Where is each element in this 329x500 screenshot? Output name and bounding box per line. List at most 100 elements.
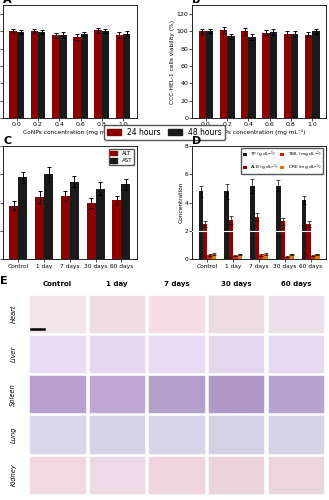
Bar: [87, 203, 96, 260]
X-axis label: CoNPs concentration (mg mL⁻¹): CoNPs concentration (mg mL⁻¹): [212, 129, 306, 135]
Bar: [35, 197, 44, 260]
Bar: [238, 254, 242, 260]
Text: 60 days: 60 days: [281, 280, 311, 286]
Bar: [94, 30, 102, 118]
Bar: [262, 33, 270, 118]
Legend: ALT, AST: ALT, AST: [109, 149, 134, 165]
Y-axis label: CCC-HEL-1 cells viability (%): CCC-HEL-1 cells viability (%): [170, 20, 175, 103]
X-axis label: CoNPs concentration (mg mL⁻¹): CoNPs concentration (mg mL⁻¹): [23, 129, 117, 135]
Text: 1 day: 1 day: [106, 280, 128, 286]
Bar: [96, 188, 105, 260]
Polygon shape: [268, 456, 324, 494]
Polygon shape: [268, 294, 324, 333]
Bar: [113, 200, 121, 260]
Polygon shape: [208, 375, 265, 414]
Text: D: D: [192, 136, 202, 146]
Bar: [61, 196, 70, 260]
Bar: [305, 34, 312, 118]
Bar: [224, 192, 229, 260]
Polygon shape: [268, 375, 324, 414]
Bar: [17, 32, 24, 118]
Bar: [52, 36, 59, 118]
Bar: [18, 178, 27, 260]
Bar: [121, 184, 131, 260]
Text: 7 days: 7 days: [164, 280, 190, 286]
Bar: [259, 255, 264, 260]
Polygon shape: [208, 456, 265, 494]
Bar: [250, 186, 255, 260]
Bar: [241, 31, 248, 118]
Text: E: E: [0, 276, 8, 286]
Bar: [9, 31, 17, 118]
Text: C: C: [3, 136, 12, 146]
Bar: [233, 256, 238, 260]
Bar: [102, 31, 109, 118]
Bar: [291, 34, 298, 118]
Bar: [312, 31, 320, 118]
Polygon shape: [29, 294, 86, 333]
Bar: [73, 37, 81, 118]
Bar: [70, 182, 79, 260]
Bar: [229, 220, 233, 260]
Text: B: B: [192, 0, 201, 5]
Text: A: A: [3, 0, 12, 5]
Bar: [198, 31, 206, 118]
Polygon shape: [29, 375, 86, 414]
Polygon shape: [148, 294, 205, 333]
Polygon shape: [29, 416, 86, 454]
Bar: [123, 34, 131, 118]
Text: Kidney: Kidney: [11, 464, 16, 486]
Bar: [227, 36, 235, 118]
Text: Lung: Lung: [11, 426, 16, 443]
Polygon shape: [89, 335, 145, 373]
Bar: [315, 254, 320, 260]
Bar: [38, 32, 45, 118]
Polygon shape: [89, 416, 145, 454]
Bar: [255, 217, 259, 260]
Bar: [302, 200, 306, 260]
Bar: [31, 31, 38, 118]
Polygon shape: [148, 416, 205, 454]
Y-axis label: Concentration: Concentration: [178, 182, 183, 224]
Text: Heart: Heart: [11, 304, 16, 323]
Bar: [281, 221, 285, 260]
Bar: [270, 32, 277, 118]
Text: 30 days: 30 days: [221, 280, 252, 286]
Bar: [44, 174, 53, 260]
Polygon shape: [268, 416, 324, 454]
Legend: 24 hours, 48 hours: 24 hours, 48 hours: [104, 124, 225, 140]
Bar: [285, 256, 290, 260]
Polygon shape: [89, 456, 145, 494]
Polygon shape: [89, 375, 145, 414]
Polygon shape: [268, 335, 324, 373]
Bar: [59, 34, 67, 118]
Bar: [220, 30, 227, 118]
Bar: [198, 192, 203, 260]
Bar: [306, 224, 311, 260]
Polygon shape: [148, 335, 205, 373]
Text: Spleen: Spleen: [11, 383, 16, 406]
Bar: [207, 255, 212, 260]
Polygon shape: [148, 375, 205, 414]
Polygon shape: [208, 294, 265, 333]
Bar: [203, 224, 207, 260]
Bar: [81, 34, 88, 118]
Bar: [284, 34, 291, 118]
Polygon shape: [89, 294, 145, 333]
Bar: [311, 256, 315, 260]
Bar: [212, 254, 216, 260]
Bar: [115, 34, 123, 118]
Bar: [276, 186, 281, 260]
Bar: [290, 254, 294, 260]
Polygon shape: [208, 335, 265, 373]
Legend: TP (g dL$^{-1}$), ALB (g dL$^{-1}$), TBIL (mg dL$^{-1}$), CRE (mg dL$^{-1}$): TP (g dL$^{-1}$), ALB (g dL$^{-1}$), TBI…: [241, 148, 323, 174]
Text: Control: Control: [43, 280, 72, 286]
Polygon shape: [29, 456, 86, 494]
Polygon shape: [29, 335, 86, 373]
Bar: [9, 206, 18, 260]
Text: Liver: Liver: [11, 346, 16, 362]
Bar: [248, 37, 256, 118]
Bar: [264, 254, 268, 260]
Polygon shape: [148, 456, 205, 494]
Polygon shape: [208, 416, 265, 454]
